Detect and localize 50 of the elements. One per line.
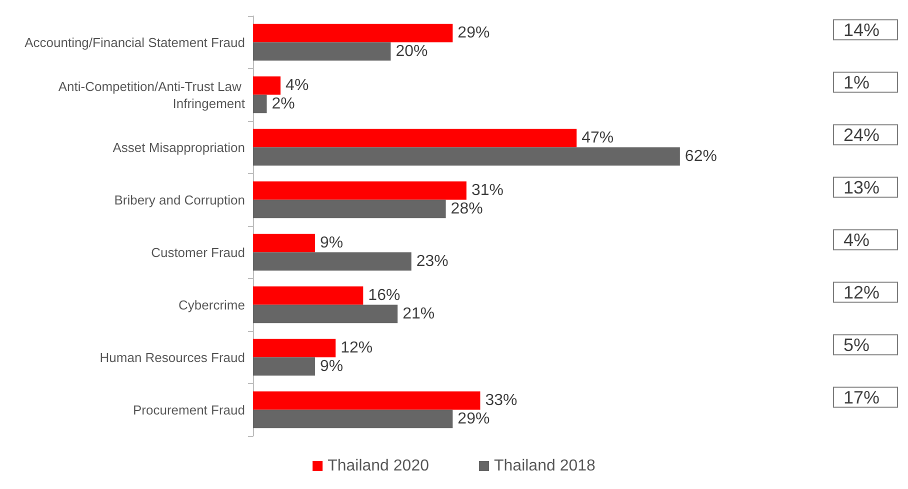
bar [253, 338, 336, 358]
data-label: 9% [320, 234, 344, 252]
bar [253, 24, 453, 42]
text: 12% [844, 282, 880, 302]
data-label: 33% [485, 392, 518, 410]
bar [253, 76, 281, 95]
data-label: 28% [450, 200, 483, 218]
data-label: 29% [458, 410, 490, 428]
text: 1% [844, 72, 870, 92]
y-tick-label: Accounting/Financial Statement Fraud [24, 34, 245, 50]
bar [253, 181, 466, 200]
data-label: 47% [582, 130, 614, 147]
bar [253, 94, 267, 114]
data-label: 31% [471, 182, 504, 200]
data-label: 2% [272, 95, 295, 112]
data-label: 12% [340, 340, 373, 357]
data-label: 4% [286, 77, 309, 94]
bar [253, 304, 398, 324]
legend-label: Thailand 2020 [328, 458, 430, 474]
text: 24% [844, 124, 880, 145]
text: 5% [844, 334, 870, 355]
data-label: 16% [368, 287, 400, 304]
text: 4% [844, 230, 870, 250]
text: 13% [844, 177, 880, 198]
bar [253, 286, 364, 305]
data-label: 23% [416, 252, 448, 270]
data-label: 9% [320, 358, 344, 375]
y-tick-label: Customer Fraud [151, 244, 245, 260]
bar [253, 357, 315, 376]
y-tick-label: Asset Misappropriation [112, 140, 245, 155]
bar [253, 252, 412, 271]
data-label: 62% [684, 148, 717, 165]
legend-label: Thailand 2018 [494, 458, 596, 474]
y-tick-label: Procurement Fraud [133, 402, 245, 418]
bar [253, 42, 391, 61]
bar [253, 410, 453, 428]
data-label: 29% [458, 24, 490, 42]
bar [253, 200, 446, 218]
y-tick-label: Human Resources Fraud [100, 350, 245, 365]
bar [253, 128, 577, 148]
data-label: 20% [396, 42, 428, 60]
text: 17% [844, 387, 880, 408]
y-tick-label: Bribery and Corruption [114, 192, 245, 208]
y-tick-label: Anti-Competition/Anti-Trust Law Infringement [58, 78, 246, 111]
y-tick-label: Cybercrime [178, 297, 245, 312]
data-label: 21% [402, 305, 435, 322]
text: 14% [844, 20, 880, 40]
bar [253, 147, 680, 166]
bar [253, 391, 480, 410]
bar [253, 234, 315, 252]
